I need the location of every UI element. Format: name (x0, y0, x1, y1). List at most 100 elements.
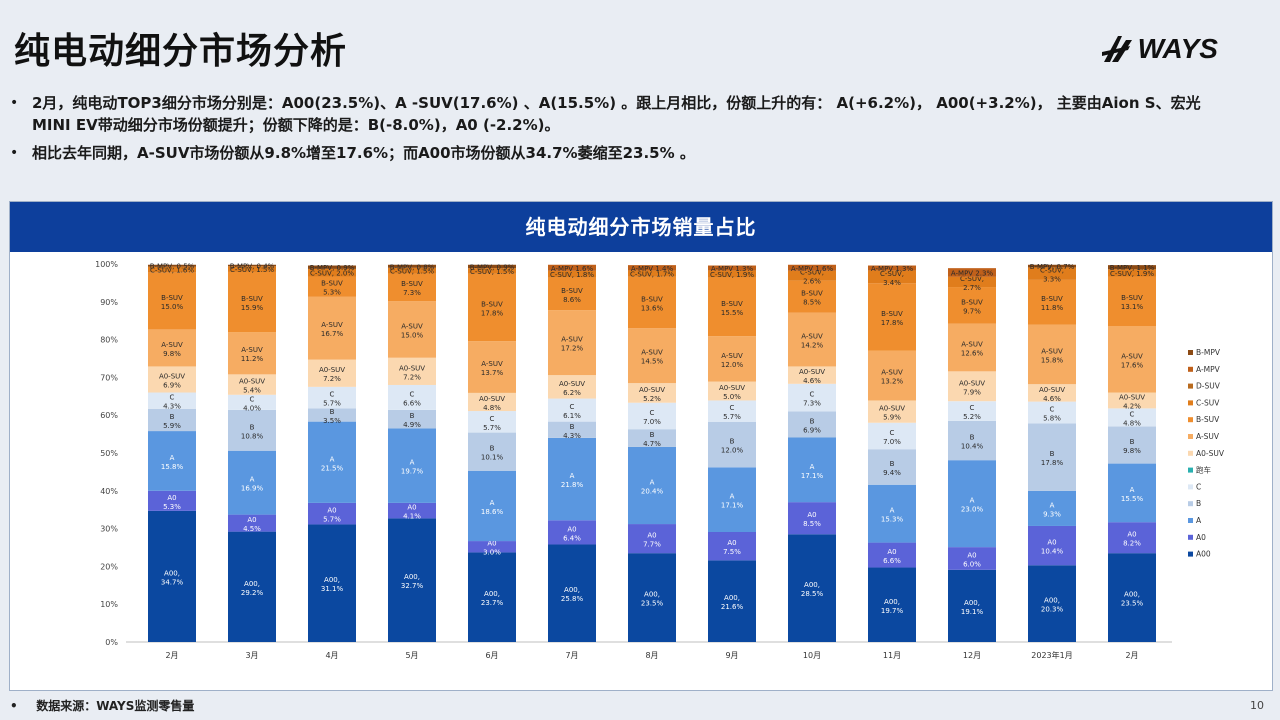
bar-segment (468, 273, 516, 342)
data-label: A-MPV 1.6% (791, 265, 834, 273)
data-label: 7.2% (323, 375, 341, 383)
bar-segment (708, 265, 756, 271)
data-label: 6.2% (563, 389, 581, 397)
data-label: A0-SUV (1039, 386, 1065, 394)
x-tick-label: 5月 (405, 651, 418, 660)
bar-segment (228, 374, 276, 395)
bar-segment (1108, 276, 1156, 326)
bar-segment (628, 383, 676, 403)
bar-segment (228, 264, 276, 267)
data-label: 15.3% (881, 516, 904, 524)
data-label: 9.8% (163, 350, 181, 358)
data-label: A0-SUV (719, 384, 745, 392)
data-label: 3.3% (1043, 276, 1061, 284)
data-label: A-SUV (401, 322, 423, 330)
data-label: A0 (1047, 539, 1056, 547)
bar-segment (1108, 522, 1156, 554)
data-label: A00, (1124, 591, 1140, 599)
data-label: B-MPV, 0.5% (150, 263, 195, 271)
bar-segment (308, 268, 356, 277)
data-label: 5.4% (243, 387, 261, 395)
data-label: C-SUV, 1.8% (550, 271, 594, 279)
data-label: 19.7% (881, 607, 904, 615)
data-label: B (730, 438, 735, 446)
bar-segment (708, 400, 756, 423)
data-label: 4.3% (563, 432, 581, 440)
bar-segment (148, 329, 196, 367)
legend-swatch (1188, 417, 1193, 423)
data-label: 6.9% (803, 426, 821, 434)
bar-segment (148, 264, 196, 267)
data-label: A-SUV (321, 321, 343, 329)
data-label: A0 (167, 494, 176, 502)
data-label: 13.7% (481, 369, 504, 377)
data-label: B-SUV (641, 296, 663, 304)
data-source: • 数据来源：WAYS监测零售量 (10, 697, 194, 714)
bar-segment (228, 332, 276, 375)
bar-segment (708, 277, 756, 337)
bar-segment (948, 420, 996, 461)
data-label: B (490, 445, 495, 453)
data-label: B-SUV (881, 310, 903, 318)
data-label: A0 (887, 548, 896, 556)
data-label: 6.4% (563, 534, 581, 542)
data-label: 8.2% (1123, 540, 1141, 548)
data-label: 34.7% (161, 578, 184, 586)
data-label: A-SUV (1041, 347, 1063, 355)
bar-segment (388, 409, 436, 429)
data-label: B (170, 413, 175, 421)
x-tick-label: 8月 (645, 651, 658, 660)
bar-segment (228, 266, 276, 272)
data-label: A-SUV (481, 360, 503, 368)
data-label: 6.1% (563, 412, 581, 420)
y-tick-label: 50% (100, 449, 118, 458)
data-label: A (1130, 486, 1135, 494)
y-tick-label: 80% (100, 336, 118, 345)
data-label: 8.5% (803, 299, 821, 307)
bar-segment (628, 429, 676, 447)
bar-segment (1028, 267, 1076, 280)
data-label: 5.9% (163, 422, 181, 430)
data-label: 7.0% (883, 438, 901, 446)
data-label: 10.4% (961, 443, 984, 451)
bar-segment (1028, 384, 1076, 402)
bar-segment (868, 400, 916, 423)
data-label: 15.8% (161, 463, 184, 471)
bar-segment (388, 502, 436, 519)
data-label: 4.6% (803, 377, 821, 385)
data-label: 5.7% (323, 516, 341, 524)
legend-label: A-SUV (1196, 432, 1220, 441)
bar-segment (628, 553, 676, 642)
data-label: A0 (567, 525, 576, 533)
data-label: 25.8% (561, 595, 584, 603)
data-label: C (650, 409, 655, 417)
bar-segment (868, 283, 916, 351)
data-label: B (250, 423, 255, 431)
data-label: B-SUV (161, 294, 183, 302)
data-label: A00, (964, 599, 980, 607)
bar-segment (308, 386, 356, 409)
data-label: A-SUV (721, 352, 743, 360)
ways-logo: WAYS (1100, 33, 1218, 65)
data-label: A0 (407, 504, 416, 512)
legend-label: 跑车 (1196, 465, 1212, 475)
data-label: A-MPV 2.3% (951, 270, 994, 278)
bar-segment (308, 408, 356, 422)
bullet-text: 2月，纯电动TOP3细分市场分别是：A00(23.5%)、A -SUV(17.6… (32, 94, 1201, 134)
bar-segment (708, 467, 756, 533)
legend-swatch (1188, 534, 1193, 540)
bar-segment (548, 264, 596, 271)
bar-segment (388, 518, 436, 642)
data-label: 6.6% (883, 557, 901, 565)
data-label: 9.8% (1123, 447, 1141, 455)
data-label: B (1130, 438, 1135, 446)
bar-segment (628, 328, 676, 384)
bar-segment (548, 421, 596, 438)
data-label: B-SUV (321, 279, 343, 287)
bar-segment (548, 277, 596, 311)
data-label: 5.7% (483, 424, 501, 432)
bar-segment (548, 270, 596, 278)
bar-segment (148, 266, 196, 273)
bullet-dot: • (10, 699, 18, 713)
bar-segment (628, 265, 676, 271)
